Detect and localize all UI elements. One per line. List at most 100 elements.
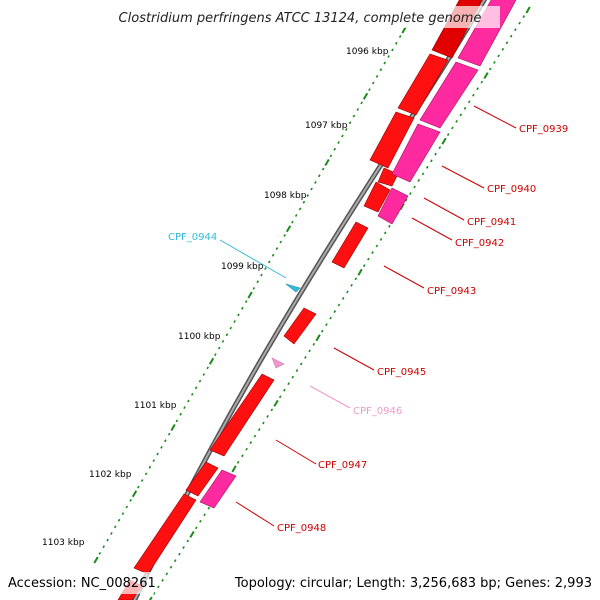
ruler-tick-minor <box>514 28 517 32</box>
ruler-tick-minor <box>165 572 169 576</box>
ruler-tick-minor <box>341 134 344 138</box>
ruler-tick-minor <box>264 267 267 270</box>
ruler-tick-minor <box>341 297 345 300</box>
gene-leader-lines <box>219 105 517 527</box>
cds-feature <box>363 181 391 213</box>
ruler-tick-minor <box>398 35 402 39</box>
ruler-tick-minor <box>129 498 132 502</box>
ruler-tick-major <box>231 465 237 473</box>
ruler-tick-minor <box>262 421 265 425</box>
ruler-tick-minor <box>182 546 185 549</box>
ruler-tick-minor <box>233 320 236 323</box>
ruler-tick-minor <box>383 231 387 235</box>
leader-line <box>309 385 351 409</box>
misc-feature <box>271 357 285 369</box>
ruler-tick-minor <box>356 108 360 111</box>
ruler-tick-minor <box>438 146 442 150</box>
ruler-tick-minor <box>421 172 425 176</box>
ruler-tick-minor <box>183 406 186 410</box>
ruler-label: 1101 kbp <box>134 401 177 411</box>
gene-feature <box>391 123 441 183</box>
gene-feature <box>419 61 479 129</box>
ruler-label: 1098 kbp <box>264 191 307 201</box>
ruler-tick-major <box>285 225 292 233</box>
ruler-tick-minor <box>318 174 321 178</box>
ruler-tick-minor <box>202 373 206 376</box>
cds-feature <box>185 461 219 497</box>
ruler-tick-minor <box>459 113 463 117</box>
ruler-tick-minor <box>117 518 121 522</box>
ruler-tick-minor <box>451 126 454 130</box>
ruler-tick-minor <box>333 310 337 313</box>
ruler-tick-major <box>315 334 321 342</box>
ruler-tick-minor <box>388 224 391 228</box>
footer-backdrop-right <box>258 572 596 594</box>
accession-label: Accession: NC_008261 <box>8 576 156 591</box>
ruler-tick-minor <box>344 127 348 131</box>
gene-label-cpf-0943: CPF_0943 <box>427 286 476 297</box>
ruler-tick-minor <box>505 41 509 45</box>
ruler-tick-minor <box>113 525 117 529</box>
ruler-tick-minor <box>253 434 257 438</box>
map-title: Clostridium perfringens ATCC 13124, comp… <box>119 11 482 26</box>
ruler-tick-minor <box>214 353 217 356</box>
ruler-tick-minor <box>314 180 317 184</box>
ruler-tick-minor <box>387 55 390 58</box>
ruler-tick-minor <box>266 415 269 418</box>
leader-line <box>441 165 485 189</box>
ruler-tick-minor <box>308 349 311 353</box>
ruler-tick-minor <box>329 316 332 320</box>
ruler-tick-minor <box>371 251 374 254</box>
ruler-ticks-outer <box>93 26 407 564</box>
ruler-tick-minor <box>480 80 484 84</box>
ruler-tick-minor <box>434 152 437 156</box>
ruler-tick-minor <box>283 388 286 392</box>
ruler-tick-minor <box>310 187 313 191</box>
ruler-tick-minor <box>241 454 244 458</box>
ruler-tick-minor <box>194 386 198 390</box>
ruler-tick-minor <box>354 277 358 281</box>
ruler-tick-minor <box>518 21 521 25</box>
ruler-tick-major <box>273 399 279 407</box>
ruler-label: 1100 kbp <box>178 332 221 342</box>
leader-line <box>423 197 465 221</box>
ruler-tick-minor <box>275 247 279 251</box>
ruler-tick-minor <box>229 326 233 330</box>
ruler-tick-minor <box>312 342 316 346</box>
ruler-tick-minor <box>509 34 513 38</box>
ruler-tick-minor <box>295 369 299 372</box>
ruler-tick-minor <box>152 592 156 595</box>
ruler-tick-minor <box>488 67 492 71</box>
ruler-tick-minor <box>493 61 496 64</box>
ruler-tick-minor <box>152 459 156 462</box>
ruler-tick-minor <box>270 408 274 412</box>
ruler-tick-minor <box>287 382 290 386</box>
ruler-tick-minor <box>144 472 148 476</box>
ruler-tick-minor <box>463 106 467 110</box>
ruler-tick-major <box>357 268 363 276</box>
ruler-tick-major <box>170 423 176 432</box>
ruler-tick-minor <box>291 220 294 224</box>
cds-feature <box>209 373 275 457</box>
ruler-tick-minor <box>430 159 433 163</box>
ruler-tick-minor <box>298 207 302 211</box>
ruler-tick-minor <box>161 578 164 582</box>
ruler-tick-minor <box>522 15 526 18</box>
ruler-tick-minor <box>404 198 408 202</box>
ruler-tick-minor <box>371 81 375 85</box>
ruler-tick-minor <box>175 419 179 423</box>
gene-label-cpf-0942: CPF_0942 <box>455 238 504 249</box>
ruler-tick-minor <box>367 257 370 261</box>
leader-line <box>383 265 425 289</box>
ruler-tick-major <box>483 72 489 80</box>
ruler-tick-minor <box>267 260 271 264</box>
ruler-tick-minor <box>472 93 475 97</box>
ruler-tick-minor <box>225 333 229 337</box>
gene-label-cpf-0944: CPF_0944 <box>168 232 217 243</box>
ruler-tick-minor <box>497 54 500 58</box>
ruler-tick-minor <box>194 526 198 530</box>
ruler-tick-minor <box>98 551 102 555</box>
ruler-tick-minor <box>320 329 324 333</box>
ruler-tick-minor <box>446 133 450 136</box>
ruler-tick-minor <box>140 479 144 482</box>
